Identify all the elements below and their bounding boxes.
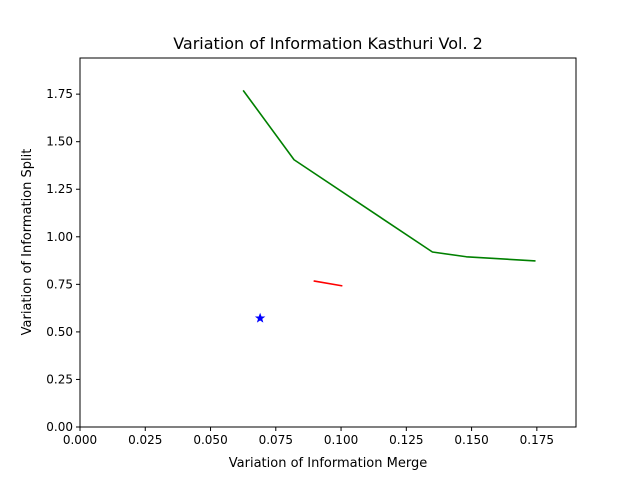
y-tick-label: 0.25 xyxy=(46,372,73,386)
y-tick-label: 0.75 xyxy=(46,277,73,291)
y-tick-label: 1.25 xyxy=(46,182,73,196)
y-tick-label: 1.75 xyxy=(46,87,73,101)
x-axis-label: Variation of Information Merge xyxy=(229,456,427,471)
plot-frame xyxy=(79,57,577,428)
x-tick-label: 0.025 xyxy=(128,433,162,447)
x-tick-label: 0.125 xyxy=(389,433,423,447)
x-axis-ticks: 0.000 0.025 0.050 0.075 0.100 0.125 0.150 0.175 xyxy=(63,427,554,447)
y-axis-ticks: 0.00 0.25 0.50 0.75 1.00 1.25 1.50 1.75 xyxy=(46,87,80,434)
y-tick-label: 1.00 xyxy=(46,230,73,244)
series-line-1 xyxy=(313,280,343,287)
x-tick-label: 0.075 xyxy=(259,433,293,447)
x-tick-label: 0.050 xyxy=(193,433,227,447)
series-group xyxy=(242,89,536,323)
y-tick-label: 0.00 xyxy=(46,420,73,434)
chart-title: Variation of Information Kasthuri Vol. 2 xyxy=(173,34,483,53)
x-tick-label: 0.000 xyxy=(63,433,97,447)
y-axis-label: Variation of Information Split xyxy=(20,149,35,336)
series-line-0 xyxy=(242,89,536,262)
x-tick-label: 0.100 xyxy=(324,433,358,447)
y-tick-label: 1.50 xyxy=(46,135,73,149)
y-tick-label: 0.50 xyxy=(46,325,73,339)
star-marker-point xyxy=(254,312,266,323)
x-tick-label: 0.175 xyxy=(520,433,554,447)
plot-area xyxy=(79,57,577,428)
x-tick-label: 0.150 xyxy=(454,433,488,447)
